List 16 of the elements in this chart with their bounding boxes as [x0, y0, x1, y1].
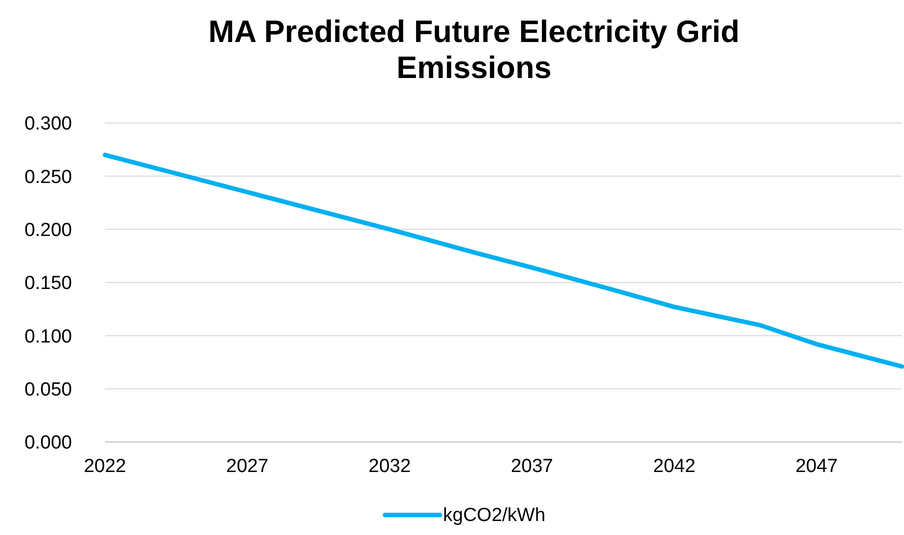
y-tick-label: 0.200 — [24, 220, 72, 241]
y-tick-label: 0.250 — [24, 166, 72, 188]
y-tick-label: 0.300 — [24, 114, 72, 135]
line-series — [102, 152, 904, 369]
x-tick-label: 2047 — [795, 456, 838, 477]
x-tick-label: 2022 — [84, 456, 126, 477]
y-tick-label: 0.000 — [24, 432, 72, 454]
x-tick-label: 2037 — [510, 456, 554, 477]
y-tick-label: 0.100 — [24, 326, 72, 348]
legend-label: kgCO2/kWh — [443, 505, 546, 526]
x-tick-label: 2042 — [653, 456, 696, 477]
y-tick-label: 0.150 — [24, 273, 72, 294]
x-tick-label: 2032 — [368, 456, 411, 477]
x-tick-label: 2027 — [226, 456, 268, 477]
chart-title: MA Predicted Future Electricity Grid Emissions — [208, 14, 740, 85]
y-tick-label: 0.050 — [24, 379, 72, 400]
